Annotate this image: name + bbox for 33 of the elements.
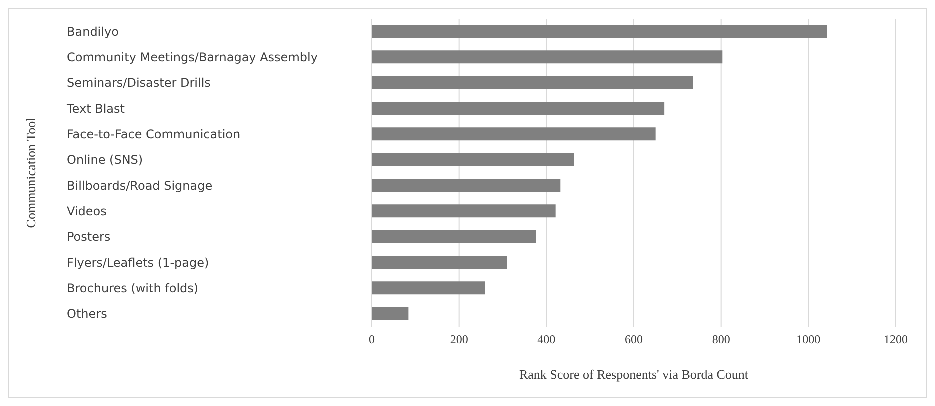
bar <box>372 204 556 218</box>
y-tick-label: Face-to-Face Communication <box>67 128 241 142</box>
y-tick-label: Bandilyo <box>67 24 119 39</box>
x-tick-label: 1200 <box>884 332 908 347</box>
y-tick-label: Posters <box>67 230 111 244</box>
x-tick-label: 600 <box>625 332 643 347</box>
bar <box>372 307 409 320</box>
bar <box>372 282 486 295</box>
y-axis-title: Communication Tool <box>24 117 39 228</box>
y-tick-label: Brochures (with folds) <box>67 282 199 296</box>
y-tick-label: Flyers/Leaflets (1-page) <box>67 256 210 270</box>
x-tick-label: 1000 <box>796 332 821 347</box>
y-tick-label: Text Blast <box>66 102 126 116</box>
bar <box>372 179 561 192</box>
y-tick-label: Others <box>67 307 108 322</box>
bar <box>372 230 536 244</box>
x-tick-label: 400 <box>538 332 556 347</box>
bar <box>372 128 656 141</box>
x-tick-label: 800 <box>712 332 730 347</box>
bar <box>372 256 508 269</box>
bar <box>372 50 723 64</box>
bar <box>372 25 828 38</box>
y-tick-label: Community Meetings/Barnagay Assembly <box>67 50 318 64</box>
bar <box>372 153 574 166</box>
y-tick-label: Seminars/Disaster Drills <box>67 76 211 90</box>
y-tick-label: Billboards/Road Signage <box>67 178 213 193</box>
x-tick-label: 0 <box>369 332 375 347</box>
y-tick-label: Online (SNS) <box>67 153 144 168</box>
x-tick-label: 200 <box>450 332 468 347</box>
x-axis-title: Rank Score of Responents' via Borda Count <box>519 367 749 382</box>
bar <box>372 102 665 115</box>
bar <box>372 76 694 90</box>
y-tick-label: Videos <box>67 204 107 218</box>
